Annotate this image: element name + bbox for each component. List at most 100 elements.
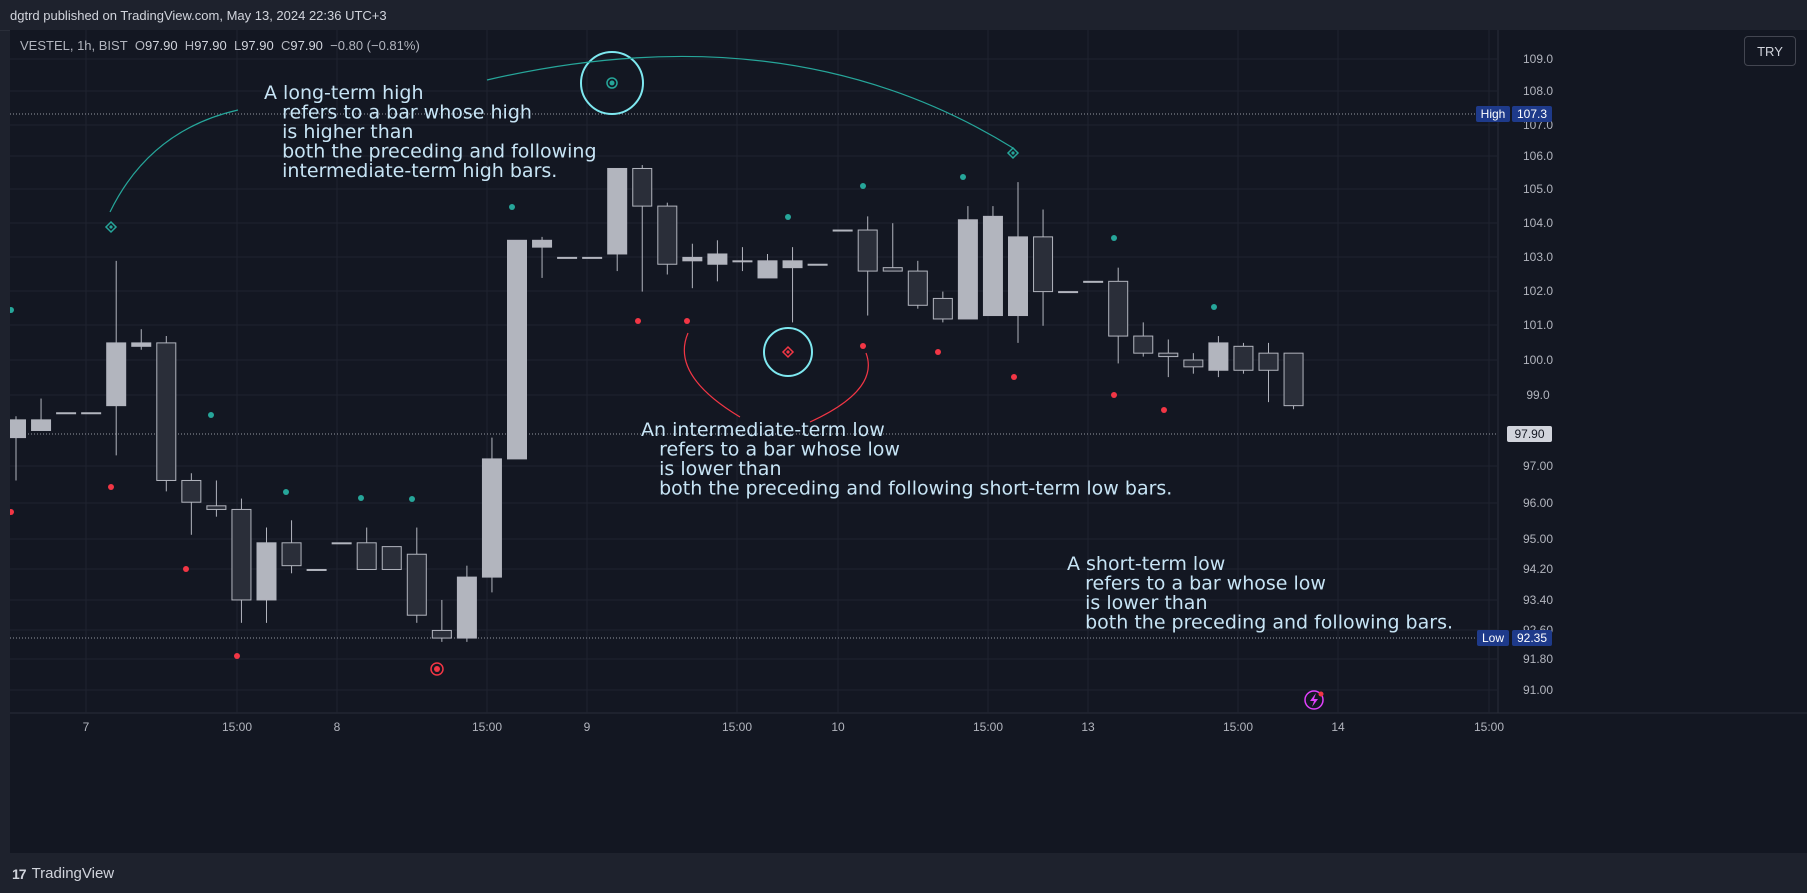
bolt-icon-ring — [1304, 690, 1324, 710]
candle-body — [281, 542, 302, 567]
candle-body — [707, 253, 728, 265]
high-label: High — [1481, 107, 1506, 121]
annotation-short-term-low: A short-term low refers to a bar whose l… — [1067, 553, 1453, 634]
y-tick-label: 97.00 — [1523, 459, 1553, 473]
teal-pivot-dot — [1211, 304, 1217, 310]
candle-body — [1283, 352, 1304, 407]
teal-pivot-dot — [1111, 235, 1117, 241]
y-tick-label: 93.40 — [1523, 593, 1553, 607]
y-tick-label: 102.0 — [1523, 284, 1553, 298]
change-value: −0.80 (−0.81%) — [330, 38, 420, 53]
high-label-box — [1476, 106, 1510, 122]
candle-body — [832, 229, 853, 232]
candle-body — [56, 412, 77, 415]
red-pivot-dot — [234, 653, 240, 659]
x-tick-label: 15:00 — [1223, 720, 1253, 734]
candle-body — [1233, 345, 1254, 371]
lt-high-diamond — [104, 220, 118, 234]
high-value-label: 107.3 — [1517, 107, 1547, 121]
x-tick-label: 10 — [831, 720, 845, 734]
candle-body — [732, 260, 753, 263]
red-pivot-dot — [183, 566, 189, 572]
bolt-icon[interactable] — [1304, 690, 1324, 710]
symbol-legend: VESTEL, 1h, BIST O97.90 H97.90 L97.90 C9… — [20, 38, 420, 53]
candle-body — [857, 229, 878, 272]
candle-body — [632, 167, 653, 207]
price-chart[interactable]: A long-term high refers to a bar whose h… — [10, 30, 1807, 853]
lt-low-marker-center — [434, 666, 440, 672]
candle-body — [557, 256, 578, 259]
low-value-label-box — [1512, 630, 1552, 646]
last-value-label-box — [1507, 426, 1552, 443]
candle-body — [532, 239, 553, 248]
symbol-label[interactable]: VESTEL, 1h, BIST — [20, 38, 128, 53]
y-tick-label: 95.00 — [1523, 532, 1553, 546]
red-pivot-dot — [860, 343, 866, 349]
tv-logo-icon: 17 — [12, 865, 27, 882]
red-pivot-dot — [935, 349, 941, 355]
x-tick-label: 7 — [83, 720, 90, 734]
teal-pivot-dot — [409, 496, 415, 502]
lt-high-diamond-center — [1011, 151, 1015, 155]
chart-area[interactable]: A long-term high refers to a bar whose h… — [10, 30, 1807, 853]
candle-body — [481, 458, 502, 578]
candle-body — [907, 270, 928, 306]
grid — [10, 30, 1807, 714]
y-tick-label: 94.20 — [1523, 562, 1553, 576]
arc-top — [486, 55, 1014, 149]
time-axis[interactable]: 7 15:00 8 15:00 9 15:00 10 15:00 13 15:00 14 15:00 — [83, 720, 1505, 734]
it-low-diamond — [781, 345, 795, 359]
candle-body — [206, 505, 227, 510]
y-tick-label: 96.00 — [1523, 496, 1553, 510]
close-value: 97.90 — [290, 38, 323, 53]
x-tick-label: 15:00 — [1474, 720, 1504, 734]
arc-left — [109, 109, 239, 213]
y-tick-label: 104.0 — [1523, 216, 1553, 230]
candle-body — [882, 267, 903, 272]
price-axis[interactable]: 109.0108.0107.0106.0105.0104.0103.0102.0… — [1497, 30, 1553, 713]
footer: 17 TradingView — [0, 853, 1807, 893]
x-tick-label: 15:00 — [472, 720, 502, 734]
candle-body — [507, 239, 527, 460]
y-tick-label: 109.0 — [1523, 52, 1553, 66]
lt-low-marker-ring — [430, 662, 444, 676]
low-label: Low — [1482, 631, 1504, 645]
x-tick-label: 15:00 — [722, 720, 752, 734]
lt-high-diamond — [1006, 146, 1020, 160]
red-pivot-dot — [1111, 392, 1117, 398]
teal-pivot-dot — [358, 495, 364, 501]
tradingview-logo[interactable]: 17 TradingView — [12, 865, 114, 882]
currency-button[interactable]: TRY — [1744, 36, 1796, 66]
teal-pivot-dot — [10, 307, 14, 313]
annotation-long-term-high: A long-term high refers to a bar whose h… — [264, 82, 597, 182]
x-tick-label: 14 — [1331, 720, 1345, 734]
candle-body — [1033, 236, 1054, 293]
arc-red-left — [683, 332, 741, 418]
lt-high-marker-ring — [606, 77, 618, 89]
candle-body — [156, 342, 177, 481]
candle-body — [10, 419, 26, 439]
candle-body — [1183, 359, 1204, 368]
annotation-intermediate-low: An intermediate-term low refers to a bar… — [641, 419, 1172, 500]
candle-body — [582, 256, 603, 259]
candle-body — [757, 260, 778, 279]
y-tick-label: 103.0 — [1523, 250, 1553, 264]
candle-body — [607, 167, 628, 255]
candle-body — [106, 342, 127, 407]
candle-body — [1083, 280, 1104, 283]
x-tick-label: 15:00 — [222, 720, 252, 734]
low-value-label: 92.35 — [1517, 631, 1547, 645]
y-tick-label: 101.0 — [1523, 318, 1553, 332]
candle-body — [256, 542, 277, 601]
y-tick-label: 106.0 — [1523, 149, 1553, 163]
candle-body — [431, 629, 452, 639]
candle-body — [181, 479, 202, 503]
candle-body — [131, 342, 152, 347]
pivot-markers — [10, 51, 1217, 676]
x-tick-label: 15:00 — [973, 720, 1003, 734]
red-pivot-dot — [635, 318, 641, 324]
candle-body — [782, 260, 803, 269]
red-pivot-dot — [1161, 407, 1167, 413]
candle-body — [1258, 352, 1279, 371]
candle-body — [31, 419, 52, 432]
